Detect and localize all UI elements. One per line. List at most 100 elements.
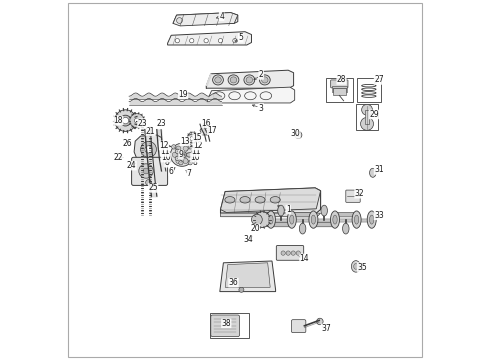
Ellipse shape [330,211,340,228]
Polygon shape [220,188,320,213]
Polygon shape [206,70,294,88]
Circle shape [175,149,179,153]
Ellipse shape [213,75,223,85]
Circle shape [172,145,176,149]
Text: 12: 12 [159,141,169,150]
Polygon shape [200,122,210,135]
Ellipse shape [267,211,275,228]
Text: 15: 15 [193,133,202,142]
Polygon shape [207,87,294,103]
Circle shape [120,115,131,126]
Ellipse shape [240,197,250,203]
Ellipse shape [255,197,265,203]
FancyBboxPatch shape [132,157,168,185]
Ellipse shape [230,77,237,83]
Circle shape [254,212,270,228]
Ellipse shape [244,75,255,85]
Ellipse shape [228,75,239,85]
FancyBboxPatch shape [292,320,306,333]
Ellipse shape [215,77,221,83]
Circle shape [122,117,129,124]
Circle shape [179,161,183,165]
Bar [356,104,378,130]
Circle shape [219,39,222,43]
Text: 23: 23 [138,119,147,128]
Text: 24: 24 [127,161,136,170]
Circle shape [172,152,177,157]
Circle shape [362,104,372,115]
Polygon shape [337,212,355,217]
Ellipse shape [354,264,358,269]
Circle shape [188,161,193,165]
Circle shape [296,251,300,255]
FancyBboxPatch shape [346,190,360,202]
Text: 12: 12 [193,141,202,150]
Circle shape [141,141,156,157]
Ellipse shape [367,211,376,228]
Bar [326,78,353,102]
Ellipse shape [351,261,360,272]
Bar [332,86,346,88]
Ellipse shape [246,77,252,83]
Text: 26: 26 [122,139,132,148]
Circle shape [181,152,187,158]
Text: 21: 21 [146,127,155,136]
Ellipse shape [278,205,284,216]
Bar [365,110,369,124]
Circle shape [183,158,188,163]
Text: 16: 16 [202,119,211,128]
Text: 2: 2 [259,71,264,80]
Text: 7: 7 [187,169,192,178]
Polygon shape [294,212,312,217]
Text: 20: 20 [250,224,260,233]
Text: 25: 25 [148,184,158,193]
Bar [357,78,381,102]
Text: 18: 18 [114,116,123,125]
Ellipse shape [259,75,270,85]
Polygon shape [272,222,290,227]
Ellipse shape [309,211,318,228]
Polygon shape [173,13,238,23]
Circle shape [187,134,196,143]
Circle shape [190,137,194,140]
Text: 31: 31 [374,166,384,175]
Circle shape [192,156,196,161]
Circle shape [251,214,262,225]
Circle shape [291,251,295,255]
Polygon shape [220,213,320,217]
Bar [332,89,346,90]
Polygon shape [168,32,251,45]
Circle shape [175,156,179,161]
Text: 1: 1 [286,205,291,214]
Ellipse shape [343,223,349,234]
Text: 32: 32 [355,189,364,198]
Polygon shape [134,135,162,162]
Circle shape [176,18,182,23]
Text: 14: 14 [299,254,309,263]
Polygon shape [206,74,211,88]
Ellipse shape [287,211,296,228]
Circle shape [145,146,152,153]
Polygon shape [220,261,275,292]
Polygon shape [220,188,320,212]
Ellipse shape [321,205,327,216]
Circle shape [188,145,193,149]
Text: 10: 10 [161,153,171,162]
Polygon shape [315,222,333,227]
Text: 35: 35 [357,263,367,272]
Circle shape [143,168,149,174]
Circle shape [175,39,179,43]
Bar [332,91,346,92]
Circle shape [146,180,151,185]
Circle shape [187,132,198,143]
Circle shape [294,131,302,139]
FancyBboxPatch shape [331,80,348,88]
Circle shape [187,152,192,157]
Circle shape [233,39,237,43]
Ellipse shape [269,215,273,224]
Ellipse shape [311,215,316,224]
Circle shape [134,118,140,123]
Text: 28: 28 [337,76,346,85]
Circle shape [183,146,188,151]
Ellipse shape [354,215,359,224]
